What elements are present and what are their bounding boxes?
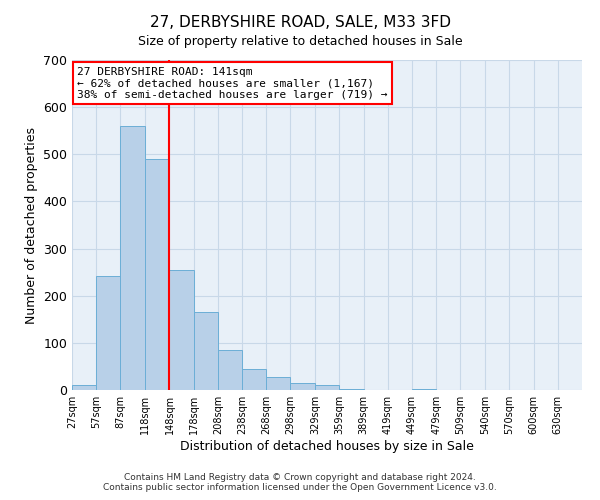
Bar bbox=[145, 159, 169, 390]
Text: 27 DERBYSHIRE ROAD: 141sqm
← 62% of detached houses are smaller (1,167)
38% of s: 27 DERBYSHIRE ROAD: 141sqm ← 62% of deta… bbox=[77, 66, 388, 100]
Text: 27, DERBYSHIRE ROAD, SALE, M33 3FD: 27, DERBYSHIRE ROAD, SALE, M33 3FD bbox=[149, 15, 451, 30]
Bar bbox=[169, 270, 194, 390]
Y-axis label: Number of detached properties: Number of detached properties bbox=[25, 126, 38, 324]
Bar bbox=[290, 384, 314, 390]
Bar bbox=[316, 386, 340, 390]
Text: Contains HM Land Registry data © Crown copyright and database right 2024.
Contai: Contains HM Land Registry data © Crown c… bbox=[103, 473, 497, 492]
Bar bbox=[72, 386, 96, 390]
Text: Size of property relative to detached houses in Sale: Size of property relative to detached ho… bbox=[137, 35, 463, 48]
Bar bbox=[242, 369, 266, 390]
Bar bbox=[96, 276, 121, 390]
Bar bbox=[340, 388, 364, 390]
Bar bbox=[412, 388, 436, 390]
Bar bbox=[121, 126, 145, 390]
Bar bbox=[218, 350, 242, 390]
Bar bbox=[266, 378, 290, 390]
Bar bbox=[194, 312, 218, 390]
X-axis label: Distribution of detached houses by size in Sale: Distribution of detached houses by size … bbox=[180, 440, 474, 453]
